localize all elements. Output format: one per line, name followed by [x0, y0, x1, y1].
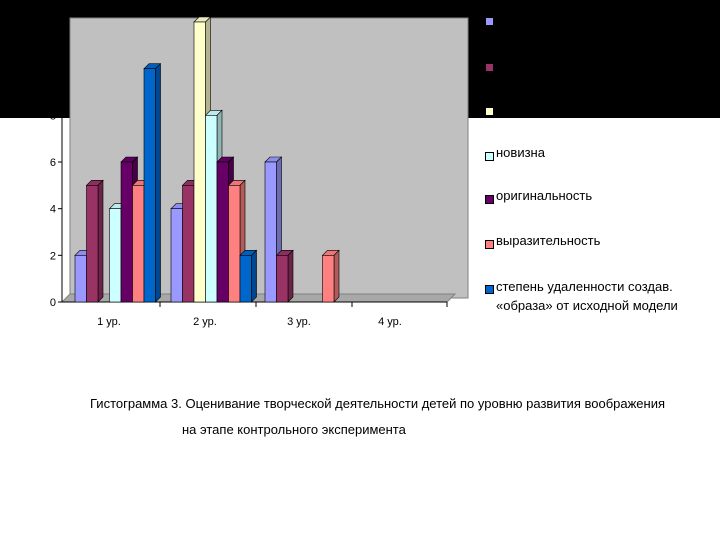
y-tick-label: 2	[50, 250, 56, 262]
x-tick-label: 4 ур.	[378, 316, 402, 328]
bar-front-face	[276, 255, 289, 303]
bar-front-face	[182, 185, 195, 303]
bar-front-face	[228, 185, 241, 303]
bar	[143, 62, 162, 303]
legend-swatch	[485, 285, 494, 294]
y-tick-label: 12	[44, 17, 56, 29]
bar-front-face	[193, 21, 206, 303]
y-tick-label: 8	[50, 110, 56, 122]
bar	[321, 249, 340, 303]
bar-side-face	[333, 249, 340, 303]
legend-swatch	[485, 17, 494, 26]
legend-swatch	[485, 63, 494, 72]
x-tick-label: 3 ур.	[287, 316, 311, 328]
y-tick-label: 0	[50, 297, 56, 309]
bar	[275, 249, 294, 303]
bar-front-face	[322, 255, 335, 303]
bar-side-face	[287, 249, 294, 303]
legend-label: новизна	[496, 145, 545, 160]
bar-front-face	[264, 161, 277, 303]
x-tick-label: 2 ур.	[193, 316, 217, 328]
bar-side-face	[251, 249, 257, 303]
legend-swatch	[485, 240, 494, 249]
bar-front-face	[120, 161, 133, 303]
legend-label: степень удаленности создав. «образа» от …	[496, 279, 678, 313]
legend-swatch	[485, 152, 494, 161]
legend-label: выразительность	[496, 233, 601, 248]
legend-label: качество	[496, 56, 550, 71]
bar-front-face	[216, 161, 229, 303]
legend-swatch	[485, 107, 494, 116]
bar-front-face	[205, 115, 218, 303]
bar-front-face	[109, 208, 122, 303]
bar-front-face	[74, 255, 87, 303]
bar	[85, 179, 104, 303]
legend-label: содержание созданных «образов» (конструк…	[496, 11, 705, 45]
y-tick-label: 6	[50, 157, 56, 169]
y-tick-label: 10	[44, 64, 56, 76]
chart-caption-line1: Гистограмма 3. Оценивание творческой дея…	[90, 396, 666, 411]
chart-caption-line2: на этапе контрольного эксперимента	[182, 422, 406, 437]
legend-swatch	[485, 195, 494, 204]
bar-side-face	[155, 62, 161, 303]
bar-front-face	[86, 185, 99, 303]
bar-front-face	[170, 208, 183, 303]
legend-label: оригинальность	[496, 188, 593, 203]
bar-front-face	[143, 68, 156, 303]
y-tick-label: 4	[50, 204, 56, 216]
x-tick-label: 1 ур.	[97, 316, 121, 328]
bar-front-face	[239, 255, 252, 303]
bar	[239, 249, 258, 303]
legend-label: вариативность	[496, 100, 586, 115]
bar-front-face	[132, 185, 145, 303]
bar-side-face	[97, 179, 104, 303]
